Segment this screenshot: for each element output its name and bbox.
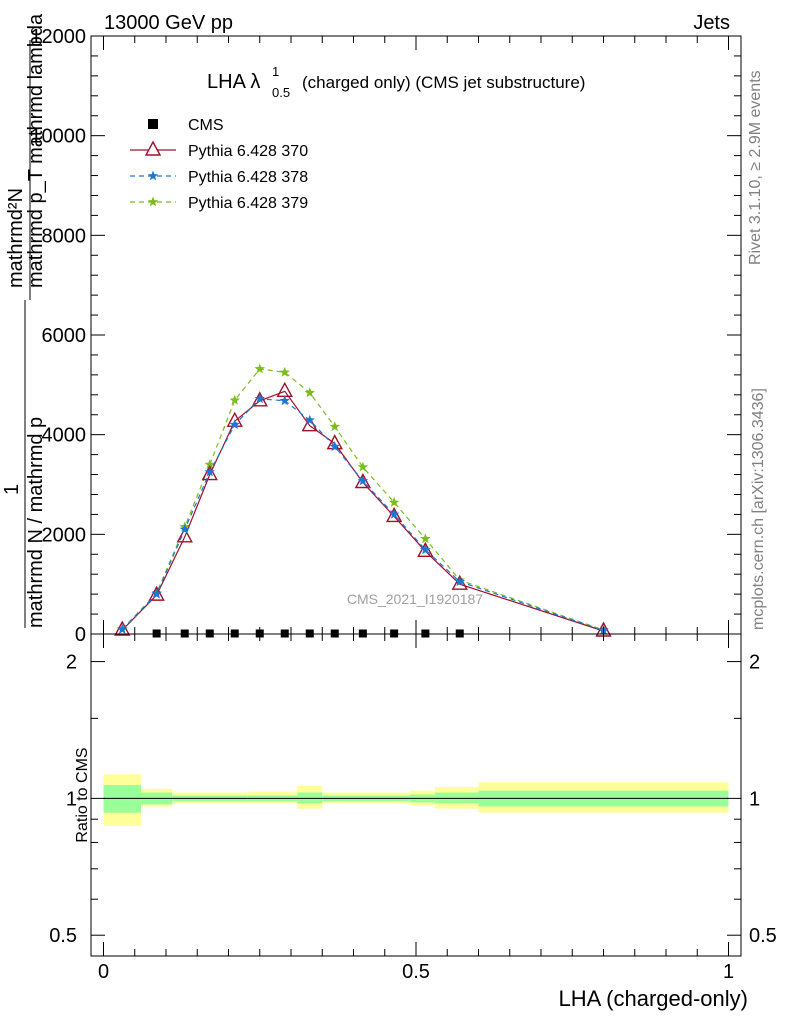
legend-label: Pythia 6.428 370 [188, 143, 308, 160]
ratio-y-tick-label: 2 [66, 652, 77, 674]
y-tick-label: 0 [75, 624, 86, 646]
y-tick-label: 10000 [30, 126, 86, 148]
watermark: CMS_2021_I1920187 [347, 591, 483, 607]
data-point-triangle [417, 541, 434, 557]
data-point-star [329, 421, 340, 432]
data-point-star [454, 576, 465, 587]
ylabel-den-a: mathrmd p_T mathrmd lambda [25, 13, 47, 288]
data-point-star [151, 588, 162, 599]
main-ylabel: mathrmd²N mathrmd p_T mathrmd lambda 1 m… [1, 13, 47, 628]
legend-label: Pythia 6.428 379 [188, 195, 308, 212]
data-point-star [179, 523, 190, 534]
data-point-star [420, 544, 431, 555]
data-point-star [229, 394, 240, 405]
data-point-triangle [354, 473, 372, 489]
y-tick-label: 2000 [42, 524, 87, 546]
data-point-star [329, 441, 340, 452]
series-line [121, 398, 604, 632]
header-right: Jets [693, 12, 730, 34]
series-line [121, 368, 604, 631]
legend-label: Pythia 6.428 378 [188, 169, 308, 186]
rivet-label: Rivet 3.1.10, ≥ 2.9M events [747, 70, 764, 265]
data-point-star [204, 459, 215, 469]
ylabel-bottom: mathrmd N / mathrmd p [25, 417, 47, 628]
data-point-star [254, 393, 265, 404]
legend-label: CMS [188, 117, 224, 134]
ratio-y-tick-label: 0.5 [49, 925, 77, 947]
y-tick-label: 12000 [30, 26, 86, 48]
legend-marker-star [147, 196, 159, 207]
title-main: LHA λ [207, 71, 260, 93]
y-tick-label: 8000 [42, 225, 87, 247]
ratio-y-tick-label-right: 1 [749, 788, 760, 810]
data-point-star [304, 387, 315, 398]
y-tick-label: 4000 [42, 425, 87, 447]
data-point-triangle [176, 527, 193, 543]
ylabel-one: 1 [1, 484, 23, 495]
legend-marker-triangle [144, 140, 162, 156]
title-sub: 0.5 [272, 85, 290, 100]
data-point-star [117, 624, 128, 634]
ylabel-num-a: mathrmd²N [5, 188, 27, 288]
y-tick-label: 6000 [42, 325, 87, 347]
data-point-star [420, 533, 431, 544]
legend: CMS Pythia 6.428 370 Pythia 6.428 378 Pythi… [130, 117, 308, 212]
data-point-star [204, 466, 215, 477]
legend-marker-cms [148, 119, 158, 129]
title-rest: (charged only) (CMS jet substructure) [302, 73, 585, 92]
data-point-star [357, 475, 369, 486]
data-point-triangle [276, 381, 293, 398]
data-point-star [279, 366, 290, 377]
header-left: 13000 GeV pp [104, 12, 233, 34]
data-point-star [254, 363, 265, 374]
ratio-y-tick-label: 1 [66, 788, 77, 810]
data-point-star [357, 461, 369, 472]
x-tick-label: 1 [723, 961, 734, 983]
data-point-star [229, 419, 240, 430]
data-point-triangle [385, 506, 403, 523]
data-point-star [388, 508, 400, 519]
data-point-triangle [251, 391, 268, 407]
plot-title: LHA λ 1 0.5 (charged only) (CMS jet subs… [207, 64, 585, 100]
data-point-star [279, 395, 290, 406]
x-tick-label: 0.5 [402, 961, 430, 983]
data-point-star [304, 414, 315, 425]
title-sup: 1 [272, 64, 279, 79]
mcplots-label: mcplots.cern.ch [arXiv:1306.3436] [750, 388, 767, 630]
x-tick-label: 0 [98, 961, 109, 983]
data-point-star [388, 496, 400, 507]
series-line [121, 390, 604, 632]
legend-marker-star [147, 170, 159, 181]
xlabel: LHA (charged-only) [558, 986, 748, 1011]
ratio-y-tick-label-right: 2 [749, 652, 760, 674]
data-point-triangle [201, 465, 218, 481]
ratio-ylabel: Ratio to CMS [74, 747, 91, 842]
ratio-y-tick-label-right: 0.5 [749, 925, 777, 947]
